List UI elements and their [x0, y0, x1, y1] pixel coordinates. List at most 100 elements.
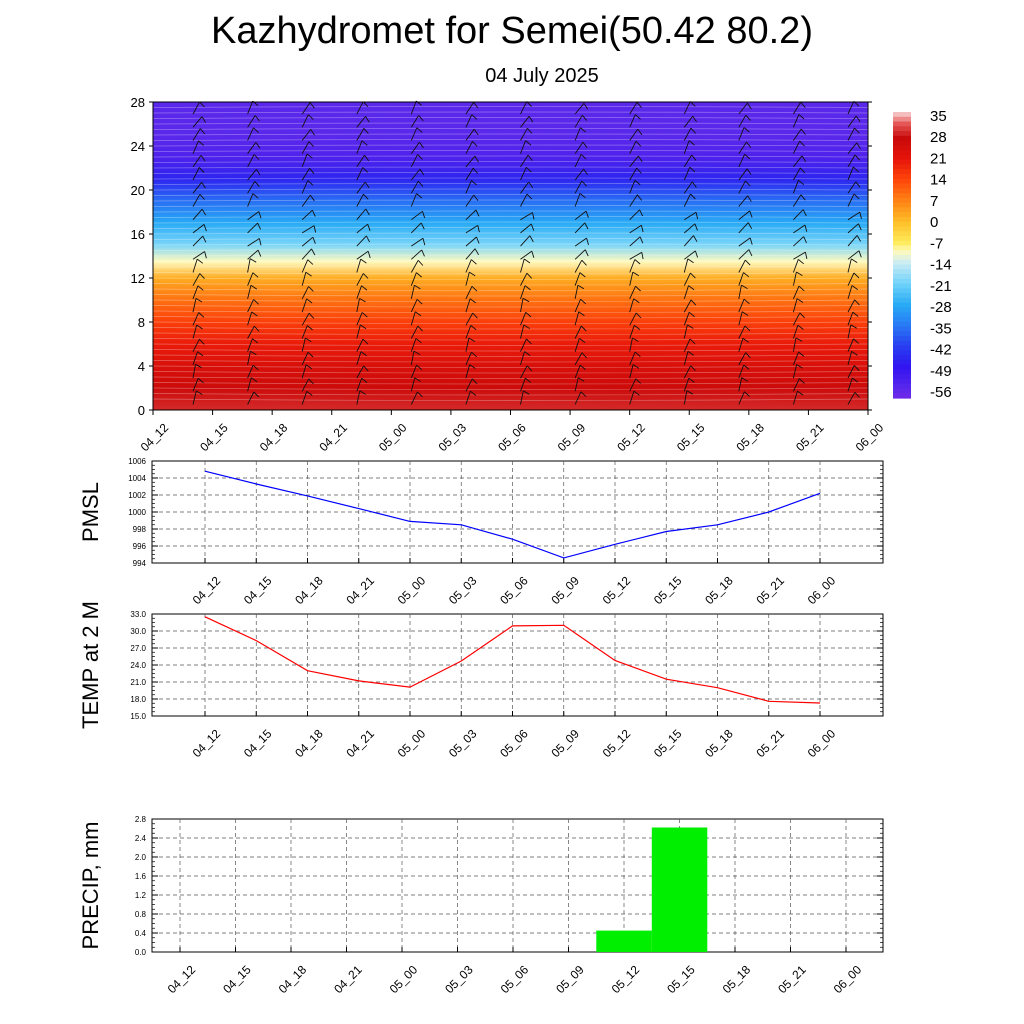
wind-barb	[574, 154, 582, 168]
wind-barb	[847, 193, 855, 207]
colorbar-segment	[893, 274, 911, 280]
wind-barb-flag	[199, 273, 205, 280]
wind-barb	[192, 351, 198, 366]
wind-barb	[792, 337, 797, 352]
wind-barb	[574, 237, 587, 247]
wind-barb-flag	[687, 324, 694, 329]
colorbar-segment	[893, 193, 911, 199]
wind-barb	[793, 236, 805, 247]
wind-barb	[301, 337, 306, 352]
wind-barb-flag	[634, 179, 641, 186]
wind-barb-flag	[195, 298, 203, 303]
wind-barb	[629, 114, 636, 128]
wind-barb	[792, 259, 799, 273]
wind-barb-flag	[797, 390, 804, 396]
wind-barb-flag	[528, 116, 534, 123]
y-tick-label: 20	[131, 183, 145, 198]
isotherm-line	[152, 376, 869, 379]
isotherm-line	[152, 221, 869, 224]
y-axis-label: TEMP at 2 M	[78, 601, 103, 729]
wind-barb	[847, 392, 856, 405]
y-tick-label: 0	[138, 403, 145, 418]
wind-barb-flag	[420, 222, 425, 230]
wind-barb-flag	[632, 271, 640, 277]
colorbar-segment	[893, 112, 911, 118]
y-tick-label: 1006	[128, 457, 146, 466]
wind-barb	[192, 224, 205, 234]
wind-barb	[574, 180, 583, 194]
wind-barb	[738, 195, 749, 207]
wind-barb-flag	[523, 258, 531, 264]
wind-barb-flag	[577, 284, 585, 290]
x-tick-label: 05_15	[674, 420, 708, 454]
wind-barb-flag	[360, 324, 367, 330]
wind-barb-flag	[367, 251, 371, 259]
y-tick-label: 2.8	[135, 815, 147, 824]
wind-barb	[247, 142, 257, 154]
wind-barb	[247, 325, 255, 339]
wind-barb	[356, 378, 363, 392]
precip-panel: 0.0 0.4 0.8 1.2 1.6 2.0 2.4 2.8 04_12 04_15 04_18 0…	[78, 815, 884, 996]
colorbar-label: 21	[930, 150, 947, 167]
wind-barb-flag	[306, 153, 313, 159]
wind-barb-flag	[362, 101, 369, 108]
wind-barb	[574, 141, 584, 154]
wind-barb-flag	[580, 298, 587, 305]
wind-barb	[410, 222, 422, 234]
wind-barb	[465, 286, 473, 300]
isotherm-line	[152, 133, 869, 136]
wind-barb-flag	[524, 351, 531, 356]
wind-barb-flag	[799, 167, 806, 174]
wind-barb-flag	[692, 115, 697, 123]
wind-barb	[247, 391, 255, 405]
wind-barb-flag	[853, 193, 860, 200]
wind-barb	[301, 259, 309, 273]
wind-barb	[410, 141, 420, 154]
wind-barb	[792, 140, 801, 154]
colorbar-segment	[893, 140, 911, 146]
wind-barb-flag	[362, 338, 369, 345]
wind-barb	[356, 312, 363, 326]
colorbar-segment	[893, 126, 911, 132]
wind-barb-flag	[579, 272, 586, 278]
wind-barb	[792, 390, 798, 405]
wind-barb-flag	[581, 259, 587, 266]
colorbar-segment	[893, 369, 911, 375]
isotherm-line	[152, 238, 869, 240]
wind-barb	[247, 272, 254, 286]
y-tick-label: 8	[138, 315, 145, 330]
wind-barb	[847, 351, 853, 366]
x-tick-label: 05_15	[664, 962, 698, 996]
wind-barb	[738, 298, 745, 313]
wind-barb	[793, 167, 801, 181]
wind-barb-flag	[253, 391, 260, 398]
wind-barb-flag	[361, 377, 368, 384]
isotherm-line	[152, 288, 869, 291]
wind-barb	[574, 115, 583, 128]
wind-barb-flag	[854, 392, 860, 398]
x-tick-label: 05_06	[498, 962, 532, 996]
wind-barb-flag	[526, 193, 533, 200]
wind-barb-flag	[741, 311, 749, 316]
wind-barb	[356, 338, 364, 352]
wind-barb	[356, 258, 362, 273]
wind-barb	[247, 351, 251, 365]
wind-barb-flag	[580, 391, 587, 397]
wind-barb	[792, 180, 799, 194]
y-tick-label: 2.4	[135, 834, 147, 843]
wind-barb-flag	[853, 166, 859, 173]
wind-barb	[301, 272, 307, 286]
wind-barb	[301, 194, 311, 207]
isotherm-line	[152, 332, 869, 335]
wind-barb-flag	[800, 128, 806, 135]
wind-barb-flag	[748, 249, 753, 257]
wind-barb-flag	[747, 102, 752, 110]
y-tick-label: 1.2	[135, 891, 147, 900]
isotherm-line	[152, 210, 869, 213]
x-tick-label: 05_09	[548, 726, 582, 760]
wind-barb-flag	[471, 180, 477, 186]
y-tick-label: 24	[131, 139, 145, 154]
wind-barb	[629, 286, 636, 300]
wind-barb	[520, 377, 526, 392]
wind-barb-flag	[199, 128, 206, 135]
